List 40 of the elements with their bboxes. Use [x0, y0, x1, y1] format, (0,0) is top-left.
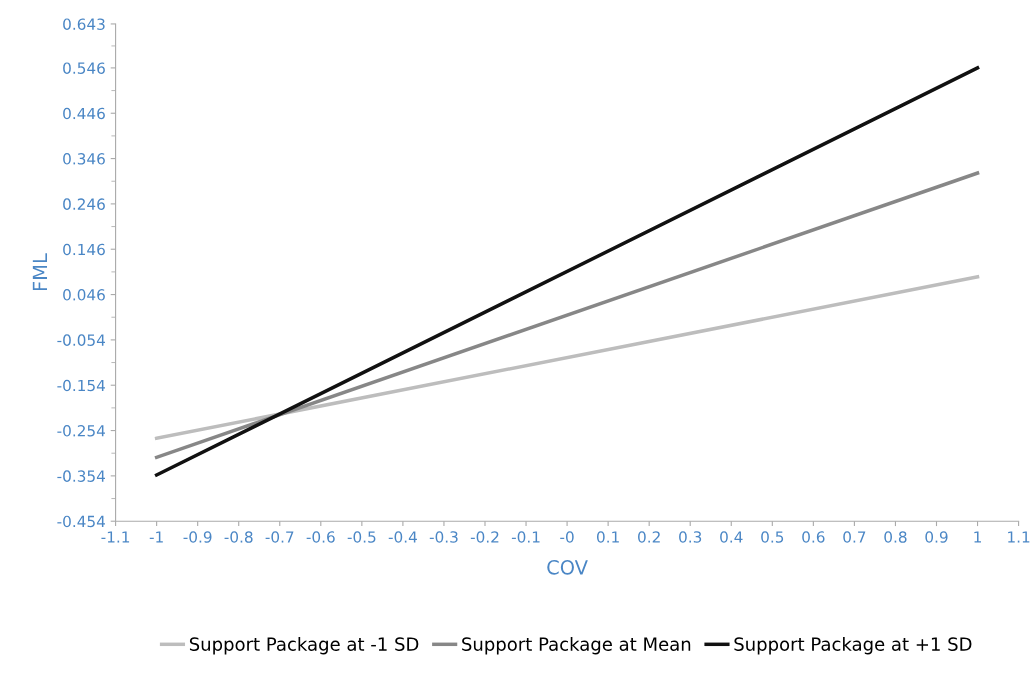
- y-tick-label: 0.546: [63, 62, 105, 74]
- x-tick-label: 0.5: [761, 531, 784, 543]
- y-tick-label: -0.454: [57, 515, 106, 528]
- y-tick-label: 0.246: [63, 198, 105, 210]
- x-tick-label: -0.4: [388, 531, 417, 543]
- x-tick-label: 0.6: [802, 531, 825, 543]
- x-tick-label: -0.2: [470, 531, 499, 543]
- x-tick-label: 0.8: [884, 531, 907, 543]
- y-tick-label: 0.346: [63, 153, 105, 165]
- y-tick-label: -0.254: [57, 425, 106, 437]
- x-tick-label: 0.1: [596, 531, 619, 543]
- legend-label: Support Package at +1 SD: [734, 636, 972, 655]
- x-tick-label: -1: [149, 531, 163, 543]
- x-tick-label: -0.3: [429, 531, 458, 543]
- legend-label: Support Package at -1 SD: [189, 636, 419, 655]
- y-tick-label: 0.146: [63, 243, 105, 256]
- x-tick-label: -0.7: [265, 531, 294, 543]
- x-tick-label: 1: [974, 531, 981, 543]
- y-tick-label: 0.046: [63, 289, 105, 301]
- x-tick-label: -0.8: [224, 531, 253, 543]
- y-tick-label: 0.643: [63, 18, 105, 30]
- x-tick-label: -0.6: [306, 531, 335, 543]
- x-axis-title: COV: [547, 559, 588, 575]
- y-tick-label: 0.446: [63, 107, 105, 120]
- x-tick-label: 0.7: [843, 531, 866, 543]
- y-tick-label: -0.154: [57, 379, 106, 392]
- x-tick-label: -1.1: [101, 531, 130, 543]
- x-tick-label: -0.1: [511, 531, 540, 543]
- legend-label: Support Package at Mean: [462, 636, 691, 655]
- x-tick-label: -0.5: [347, 531, 376, 543]
- x-tick-label: -0: [560, 531, 574, 543]
- x-tick-label: 0.9: [925, 531, 948, 543]
- x-tick-label: 0.4: [720, 531, 743, 543]
- x-tick-label: 0.2: [638, 531, 660, 543]
- y-tick-label: -0.054: [57, 334, 106, 346]
- x-tick-label: -0.9: [183, 531, 212, 543]
- y-tick-label: -0.354: [57, 470, 106, 482]
- y-axis-title: FML: [32, 253, 48, 291]
- x-tick-label: 0.3: [679, 531, 702, 543]
- x-tick-label: 1.1: [1008, 531, 1030, 543]
